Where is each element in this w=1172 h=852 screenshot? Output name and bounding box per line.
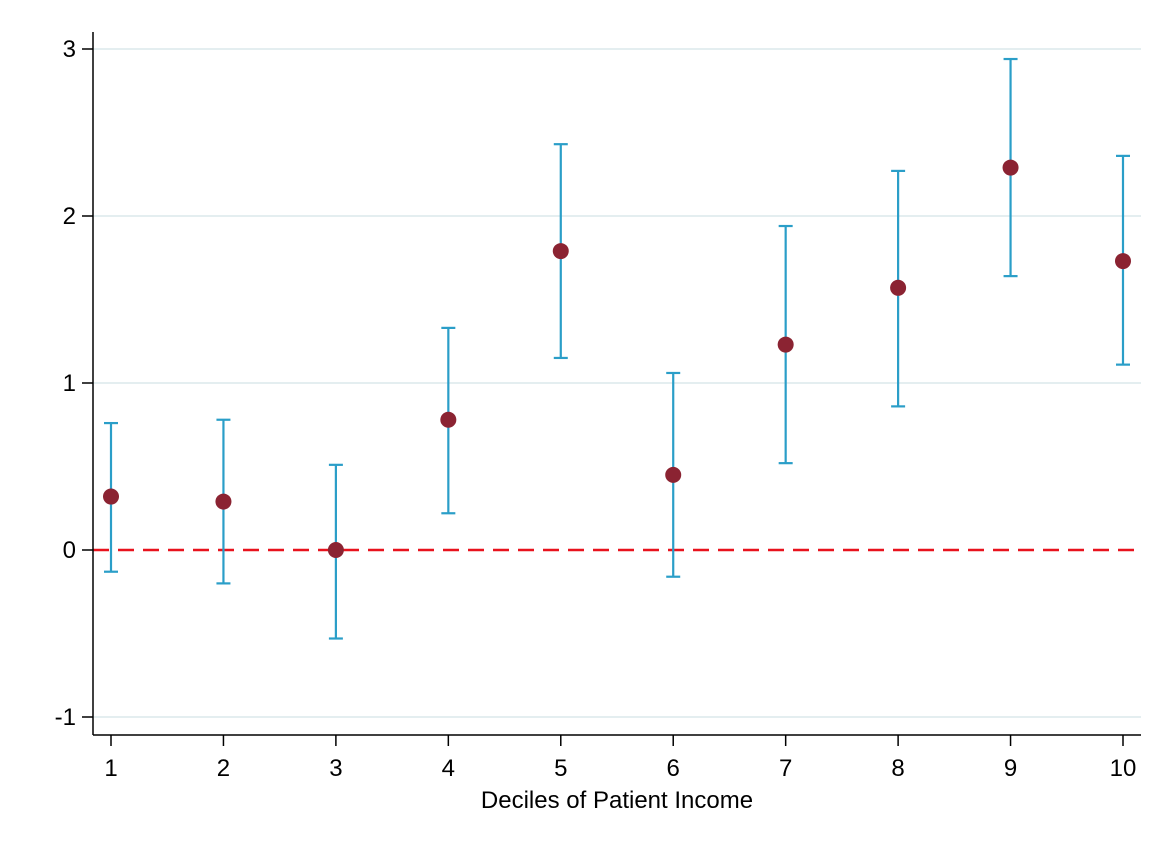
y-tick-label-0: 0 bbox=[63, 537, 76, 564]
point-estimate-2 bbox=[215, 493, 232, 510]
x-tick-label-9: 9 bbox=[1004, 755, 1017, 782]
point-estimate-1 bbox=[103, 488, 119, 505]
confidence-intervals bbox=[104, 57, 1130, 640]
point-estimate-7 bbox=[777, 336, 794, 353]
point-estimates bbox=[103, 159, 1131, 558]
point-estimate-3 bbox=[327, 542, 344, 558]
x-tick-label-2: 2 bbox=[217, 755, 230, 782]
point-estimate-9 bbox=[1002, 159, 1019, 176]
point-estimate-8 bbox=[890, 279, 907, 296]
x-tick-label-3: 3 bbox=[329, 755, 342, 782]
point-estimate-4 bbox=[440, 411, 457, 428]
y-tick-label-2: 2 bbox=[63, 203, 76, 230]
point-estimate-10 bbox=[1115, 253, 1131, 270]
x-tick-label-5: 5 bbox=[554, 755, 567, 782]
axes: -1 0 1 2 3 1 2 3 4 5 6 7 8 9 10 bbox=[55, 32, 1141, 782]
x-tick-label-7: 7 bbox=[779, 755, 792, 782]
x-tick-label-1: 1 bbox=[104, 755, 117, 782]
point-estimate-6 bbox=[665, 466, 682, 483]
x-tick-label-10: 10 bbox=[1110, 755, 1137, 782]
x-tick-label-8: 8 bbox=[891, 755, 904, 782]
x-tick-label-4: 4 bbox=[442, 755, 455, 782]
x-axis-title: Deciles of Patient Income bbox=[481, 787, 753, 814]
y-tick-label-3: 3 bbox=[63, 36, 76, 63]
x-tick-label-6: 6 bbox=[667, 755, 680, 782]
y-tick-label-1: 1 bbox=[63, 370, 76, 397]
point-estimate-5 bbox=[552, 243, 569, 260]
gridlines bbox=[93, 48, 1141, 718]
y-tick-label--1: -1 bbox=[55, 704, 76, 731]
